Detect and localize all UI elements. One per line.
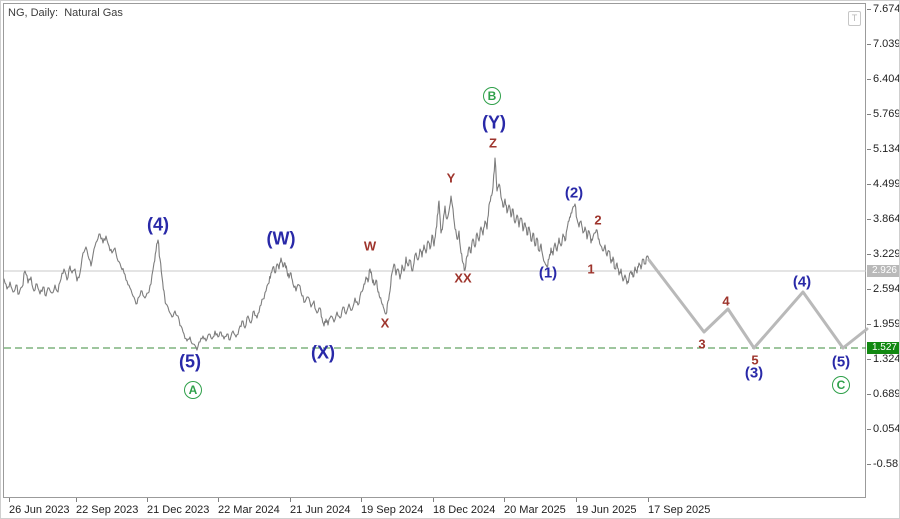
wave-label[interactable]: X <box>380 315 390 331</box>
x-axis-tick <box>433 498 434 502</box>
wave-label[interactable]: 5 <box>751 352 759 368</box>
wave-label[interactable]: Z <box>489 135 497 151</box>
x-axis-label: 22 Sep 2023 <box>76 504 139 516</box>
support-level-tag: 1.527 <box>867 342 899 354</box>
y-axis-tick <box>867 184 871 185</box>
wave-label[interactable]: (2) <box>564 184 584 202</box>
y-axis-tick <box>867 44 871 45</box>
y-axis-label: 3.864 <box>873 213 900 225</box>
y-axis-label: 1.324 <box>873 353 900 365</box>
y-axis-tick <box>867 429 871 430</box>
y-axis-tick <box>867 324 871 325</box>
x-axis-tick <box>576 498 577 502</box>
object-marker-icon[interactable]: T <box>848 11 861 26</box>
y-axis-tick <box>867 464 871 465</box>
x-axis-tick <box>9 498 10 502</box>
x-axis-label: 18 Dec 2024 <box>433 504 496 516</box>
y-axis-label: 3.229 <box>873 248 900 260</box>
y-axis-label: 7.039 <box>873 38 900 50</box>
y-axis-tick <box>867 79 871 80</box>
x-axis-tick <box>361 498 362 502</box>
y-axis-label: 2.594 <box>873 283 900 295</box>
y-axis-tick <box>867 254 871 255</box>
y-axis-label: -0.581 <box>873 458 899 470</box>
wave-label[interactable]: 2 <box>594 212 602 228</box>
y-axis-tick <box>867 9 871 10</box>
current-price-tag: 2.926 <box>867 265 899 277</box>
wave-label[interactable]: Y <box>446 170 456 186</box>
x-axis-label: 21 Dec 2023 <box>147 504 210 516</box>
x-axis-label: 22 Mar 2024 <box>218 504 280 516</box>
wave-label[interactable]: (5) <box>179 351 201 372</box>
wave-label[interactable]: (4) <box>147 214 169 235</box>
wave-label-circled-a[interactable]: A <box>184 381 202 399</box>
y-axis-tick <box>867 359 871 360</box>
y-axis-tick <box>867 219 871 220</box>
y-axis-tick <box>867 394 871 395</box>
y-axis-tick <box>867 149 871 150</box>
x-axis-label: 20 Mar 2025 <box>504 504 566 516</box>
x-axis-tick <box>218 498 219 502</box>
x-axis-tick <box>147 498 148 502</box>
y-axis-label: 0.054 <box>873 423 900 435</box>
plot-area[interactable] <box>3 3 866 498</box>
wave-label[interactable]: (1) <box>538 264 558 282</box>
x-axis-tick <box>290 498 291 502</box>
x-axis-tick <box>504 498 505 502</box>
chart-title: NG, Daily: Natural Gas <box>8 7 123 19</box>
y-axis-label: 0.689 <box>873 388 900 400</box>
wave-label[interactable]: W <box>363 238 377 254</box>
wave-label[interactable]: (X) <box>311 342 335 363</box>
y-axis-label: 6.404 <box>873 73 900 85</box>
x-axis-tick <box>76 498 77 502</box>
x-axis-label: 21 Jun 2024 <box>290 504 351 516</box>
wave-label[interactable]: (4) <box>792 273 812 291</box>
wave-label[interactable]: 1 <box>587 261 595 277</box>
y-axis-label: 5.769 <box>873 108 900 120</box>
x-axis-tick <box>648 498 649 502</box>
wave-label-circled-b[interactable]: B <box>483 87 501 105</box>
x-axis-label: 26 Jun 2023 <box>9 504 70 516</box>
wave-label[interactable]: (3) <box>744 364 764 382</box>
y-axis-label: 4.499 <box>873 178 900 190</box>
y-axis-tick <box>867 114 871 115</box>
wave-label[interactable]: 4 <box>722 293 730 309</box>
wave-label-circled-c[interactable]: C <box>832 376 850 394</box>
wave-label[interactable]: XX <box>454 270 472 286</box>
y-axis-tick <box>867 289 871 290</box>
y-axis-label: 7.674 <box>873 3 900 15</box>
projection-line[interactable] <box>647 258 869 350</box>
y-axis-label: 1.959 <box>873 318 900 330</box>
x-axis-label: 19 Jun 2025 <box>576 504 637 516</box>
price-series-line <box>3 157 650 351</box>
wave-label[interactable]: (Y) <box>482 112 506 133</box>
wave-label[interactable]: (W) <box>266 228 296 249</box>
y-axis-label: 5.134 <box>873 143 900 155</box>
wave-label[interactable]: 3 <box>698 336 706 352</box>
x-axis-label: 17 Sep 2025 <box>648 504 711 516</box>
wave-label[interactable]: (5) <box>831 353 851 371</box>
x-axis-label: 19 Sep 2024 <box>361 504 424 516</box>
